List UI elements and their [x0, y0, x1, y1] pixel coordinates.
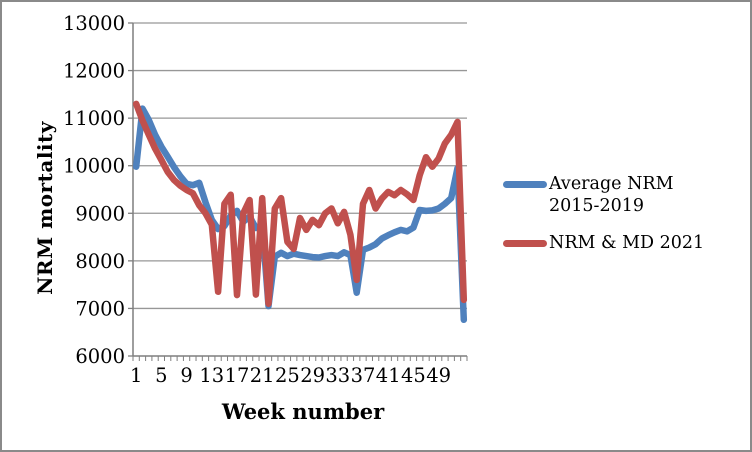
legend-item-average-nrm: Average NRM 2015-2019 [503, 173, 747, 218]
x-tick-label: 21 [250, 364, 275, 387]
x-tick-label: 5 [155, 364, 167, 387]
legend-label-nrm-md-2021: NRM & MD 2021 [549, 232, 705, 253]
legend-marker-average-nrm-line [503, 181, 547, 188]
y-tick-label: 8000 [75, 250, 125, 273]
x-tick-label: 13 [199, 364, 224, 387]
y-axis-title: NRM mortality [33, 121, 57, 295]
x-axis-title: Week number [221, 399, 385, 424]
y-tick-label: 6000 [75, 345, 125, 368]
legend-label-average-nrm: Average NRM 2015-2019 [549, 174, 674, 217]
y-tick-label: 9000 [75, 202, 125, 225]
x-tick-label: 33 [325, 364, 350, 387]
x-tick-label: 41 [376, 364, 401, 387]
x-tick-label: 17 [225, 364, 250, 387]
y-tick-label: 12000 [63, 60, 125, 83]
x-tick-label: 29 [300, 364, 325, 387]
y-tick-label: 10000 [63, 155, 125, 178]
y-tick-label: 13000 [63, 12, 125, 35]
x-tick-label: 1 [130, 364, 142, 387]
x-tick-label: 45 [401, 364, 426, 387]
series-line-average-nrm-2015-2019 [132, 105, 468, 324]
legend-marker-nrm-md-2021-line [503, 239, 547, 247]
y-tick-label: 7000 [75, 297, 125, 320]
x-tick-label: 37 [351, 364, 376, 387]
x-tick-label: 25 [275, 364, 300, 387]
legend: Average NRM 2015-2019 NRM & MD 2021 [503, 173, 747, 254]
y-tick-label: 11000 [63, 107, 125, 130]
x-tick-label: 49 [426, 364, 451, 387]
series-line-nrm-md-2021 [132, 100, 468, 307]
x-tick-label: 9 [180, 364, 192, 387]
legend-item-nrm-md-2021: NRM & MD 2021 [503, 232, 747, 254]
